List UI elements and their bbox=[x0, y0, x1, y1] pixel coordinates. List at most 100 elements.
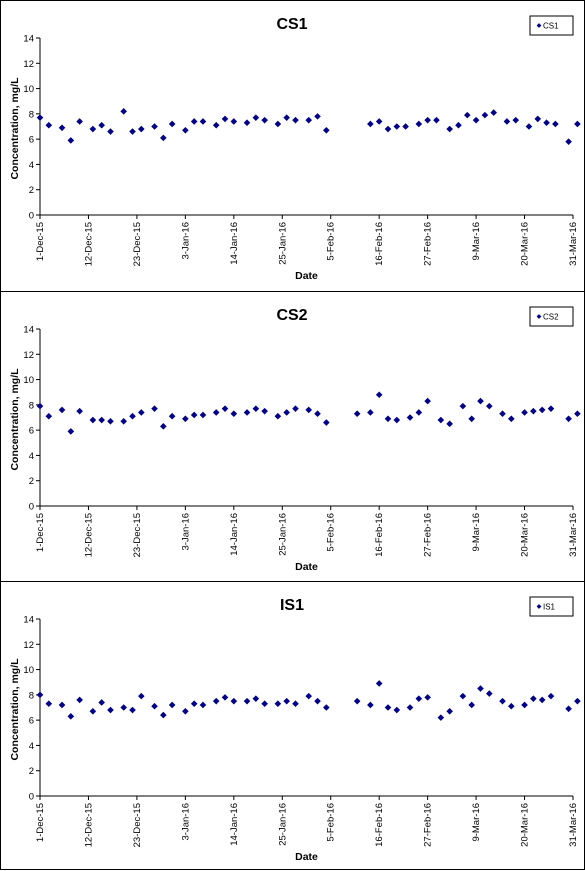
data-point bbox=[486, 402, 493, 410]
data-point bbox=[574, 697, 581, 705]
chart-panel-cs2: CS2 0 2 4 6 8 10 12 14 1-Dec-15 12-Dec-15 23-Dec-15… bbox=[1, 291, 584, 581]
y-tick-label: 2 bbox=[29, 766, 34, 777]
x-tick-label: 23-Dec-15 bbox=[132, 513, 143, 557]
data-point bbox=[424, 116, 431, 124]
data-point bbox=[138, 409, 145, 416]
data-point bbox=[76, 118, 83, 125]
x-tick-label: 14-Jan-16 bbox=[229, 513, 240, 556]
data-point bbox=[212, 409, 220, 416]
x-tick-label: 27-Feb-16 bbox=[423, 222, 434, 266]
data-point bbox=[168, 412, 176, 420]
legend: CS1 bbox=[529, 15, 574, 36]
data-point bbox=[199, 701, 207, 709]
data-point bbox=[459, 402, 467, 410]
x-axis-title: Date bbox=[295, 851, 318, 863]
data-point bbox=[490, 109, 498, 116]
chart-title: CS2 bbox=[276, 307, 307, 324]
data-point bbox=[433, 116, 440, 124]
data-point bbox=[168, 701, 176, 709]
data-point bbox=[36, 114, 44, 121]
data-point bbox=[76, 696, 83, 704]
data-point bbox=[552, 120, 559, 128]
legend-label: CS2 bbox=[543, 313, 559, 322]
data-point bbox=[190, 411, 198, 419]
x-tick-label: 5-Feb-16 bbox=[326, 513, 337, 552]
data-point bbox=[472, 116, 480, 124]
chart-title: IS1 bbox=[280, 597, 304, 614]
data-point bbox=[182, 707, 189, 715]
data-point bbox=[323, 126, 330, 134]
x-tick-label: 1-Dec-15 bbox=[35, 803, 46, 842]
y-tick-label: 4 bbox=[29, 160, 34, 171]
data-point bbox=[305, 692, 313, 700]
y-tick-label: 2 bbox=[29, 185, 34, 196]
data-point bbox=[98, 416, 105, 424]
data-point bbox=[107, 706, 114, 714]
data-point bbox=[353, 697, 361, 705]
data-point bbox=[437, 416, 445, 424]
x-tick-label: 3-Jan-16 bbox=[180, 513, 191, 551]
data-point bbox=[446, 420, 453, 428]
data-point bbox=[151, 702, 158, 710]
x-tick-label: 25-Jan-16 bbox=[277, 513, 288, 556]
data-point bbox=[199, 118, 207, 125]
data-point bbox=[212, 697, 220, 705]
data-point bbox=[393, 123, 401, 130]
data-point bbox=[323, 704, 330, 711]
data-point bbox=[538, 406, 546, 414]
x-tick-label: 16-Feb-16 bbox=[374, 803, 385, 847]
y-tick-label: 14 bbox=[23, 615, 34, 626]
x-tick-label: 31-Mar-16 bbox=[568, 222, 579, 266]
data-point bbox=[459, 692, 467, 700]
data-point bbox=[503, 118, 511, 125]
data-point bbox=[565, 705, 572, 713]
x-tick-label: 5-Feb-16 bbox=[326, 803, 337, 842]
x-tick-label: 5-Feb-16 bbox=[326, 222, 337, 261]
chart-panel-is1: IS1 0 2 4 6 8 10 12 14 1-Dec-15 12-Dec-15 23-Dec-15… bbox=[1, 581, 584, 871]
data-point bbox=[190, 118, 198, 125]
x-tick-label: 1-Dec-15 bbox=[35, 222, 46, 261]
data-point bbox=[512, 116, 520, 124]
data-point bbox=[98, 121, 105, 129]
data-point bbox=[160, 134, 167, 142]
data-point bbox=[261, 700, 268, 708]
data-point bbox=[261, 407, 268, 415]
data-point bbox=[314, 113, 321, 120]
x-axis-title: Date bbox=[295, 270, 318, 282]
x-axis-title: Date bbox=[295, 561, 318, 573]
data-point bbox=[67, 713, 75, 720]
data-point bbox=[406, 704, 414, 711]
x-tick-label: 31-Mar-16 bbox=[568, 513, 579, 557]
data-point bbox=[305, 116, 313, 124]
data-point bbox=[230, 410, 238, 418]
y-tick-label: 8 bbox=[29, 109, 34, 120]
data-point bbox=[190, 700, 198, 708]
x-tick-label: 31-Mar-16 bbox=[568, 803, 579, 847]
data-point bbox=[160, 423, 167, 430]
x-tick-label: 9-Mar-16 bbox=[471, 513, 482, 552]
data-point bbox=[283, 114, 290, 121]
data-point bbox=[521, 409, 528, 416]
data-point bbox=[45, 412, 53, 420]
y-tick-label: 12 bbox=[23, 59, 34, 70]
x-tick-label: 27-Feb-16 bbox=[423, 513, 434, 557]
data-point bbox=[574, 120, 581, 128]
data-point bbox=[67, 137, 75, 144]
legend: CS2 bbox=[529, 306, 574, 327]
y-tick-label: 10 bbox=[23, 375, 34, 386]
data-point bbox=[508, 702, 515, 710]
data-point bbox=[565, 138, 572, 145]
data-point bbox=[530, 695, 537, 702]
data-point bbox=[292, 700, 299, 708]
data-point bbox=[305, 406, 313, 414]
x-tick-label: 16-Feb-16 bbox=[374, 222, 385, 266]
data-point bbox=[384, 125, 392, 133]
data-point bbox=[89, 416, 97, 424]
y-tick-label: 4 bbox=[29, 741, 34, 752]
data-point bbox=[212, 121, 220, 129]
x-tick-label: 12-Dec-15 bbox=[83, 803, 94, 847]
data-point bbox=[530, 407, 537, 415]
data-point bbox=[446, 707, 453, 715]
legend-box bbox=[529, 596, 574, 617]
y-tick-label: 14 bbox=[23, 325, 34, 336]
